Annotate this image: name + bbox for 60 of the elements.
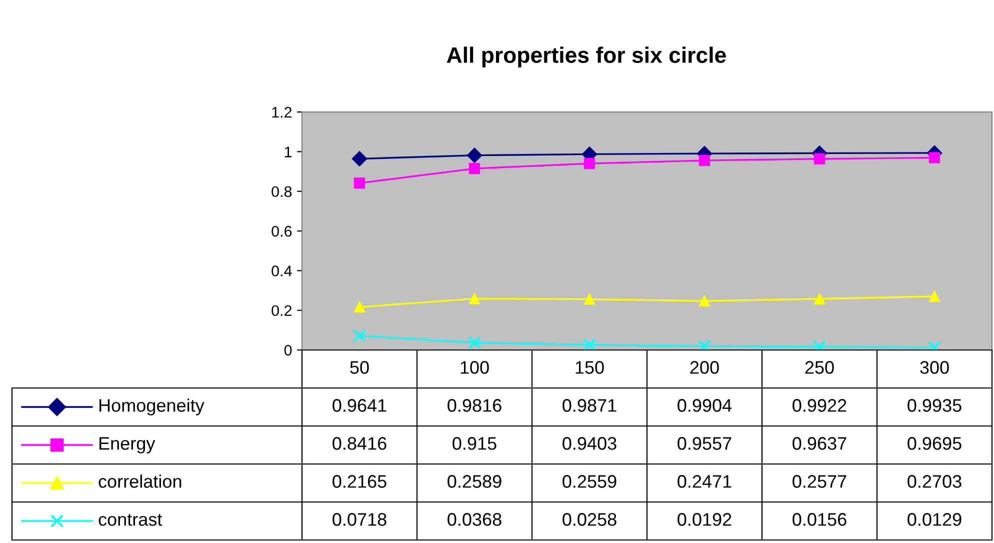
point [814,293,826,304]
legend-label: Energy [99,437,156,454]
x-tick-label: 300 [920,361,949,374]
point [698,340,712,350]
data-label: 0.915 [452,437,496,450]
data-label: 0.0156 [792,513,846,526]
data-label: 0.2577 [792,475,846,488]
x-tick-label: 250 [805,361,834,374]
legend-label: contrast [98,514,162,526]
point [354,178,366,189]
y-tick-label: 0.6 [272,226,292,237]
data-label: 0.9641 [332,399,386,412]
data-label: 0.2559 [562,475,616,488]
data-label: 0.0129 [908,513,962,526]
data-label: 0.8416 [332,437,386,450]
data-label: 0.2165 [332,475,386,488]
y-tick-label: 0 [284,344,292,356]
data-label: 0.9871 [562,399,616,412]
point [928,152,940,164]
data-label: 0.2589 [448,475,502,488]
x-tick-label: 200 [690,361,719,374]
point [466,148,482,163]
data-label: 0.9695 [908,437,962,450]
data-label: 0.9922 [792,399,846,412]
data-label: 0.9816 [448,399,502,412]
point [354,302,366,313]
point [814,153,826,164]
legend-label: correlation [98,474,182,488]
point [698,154,710,166]
data-label: 0.9904 [678,399,732,412]
data-label: 0.2471 [678,475,732,488]
data-label: 0.0258 [562,513,616,526]
point [584,294,596,305]
legend-label: Homogeneity [99,398,204,416]
point [698,295,710,307]
y-tick-label: 1 [284,146,292,158]
data-label: 0.9557 [678,437,732,450]
x-tick-label: 100 [460,361,489,374]
y-tick-label: 0.4 [272,266,292,276]
x-tick-label: 150 [576,361,604,374]
chart-title: All properties for six circle [446,46,726,68]
point [582,338,596,350]
point [468,162,480,174]
data-label: 0.0718 [332,513,386,526]
point [468,293,480,304]
data-label: 0.0368 [448,513,502,526]
y-tick-label: 1.2 [272,106,292,118]
y-tick-label: 0.8 [272,186,292,198]
y-tick-label: 0.2 [272,305,292,316]
point [468,336,482,350]
point [584,158,596,170]
data-label: 0.9403 [562,437,616,450]
data-label: 0.0192 [678,513,732,526]
point [928,290,940,302]
point [352,329,366,342]
point [352,151,368,166]
data-label: 0.9637 [792,437,846,450]
data-label: 0.9935 [908,399,962,412]
data-label: 0.2703 [908,475,962,488]
x-tick-label: 50 [350,361,369,374]
